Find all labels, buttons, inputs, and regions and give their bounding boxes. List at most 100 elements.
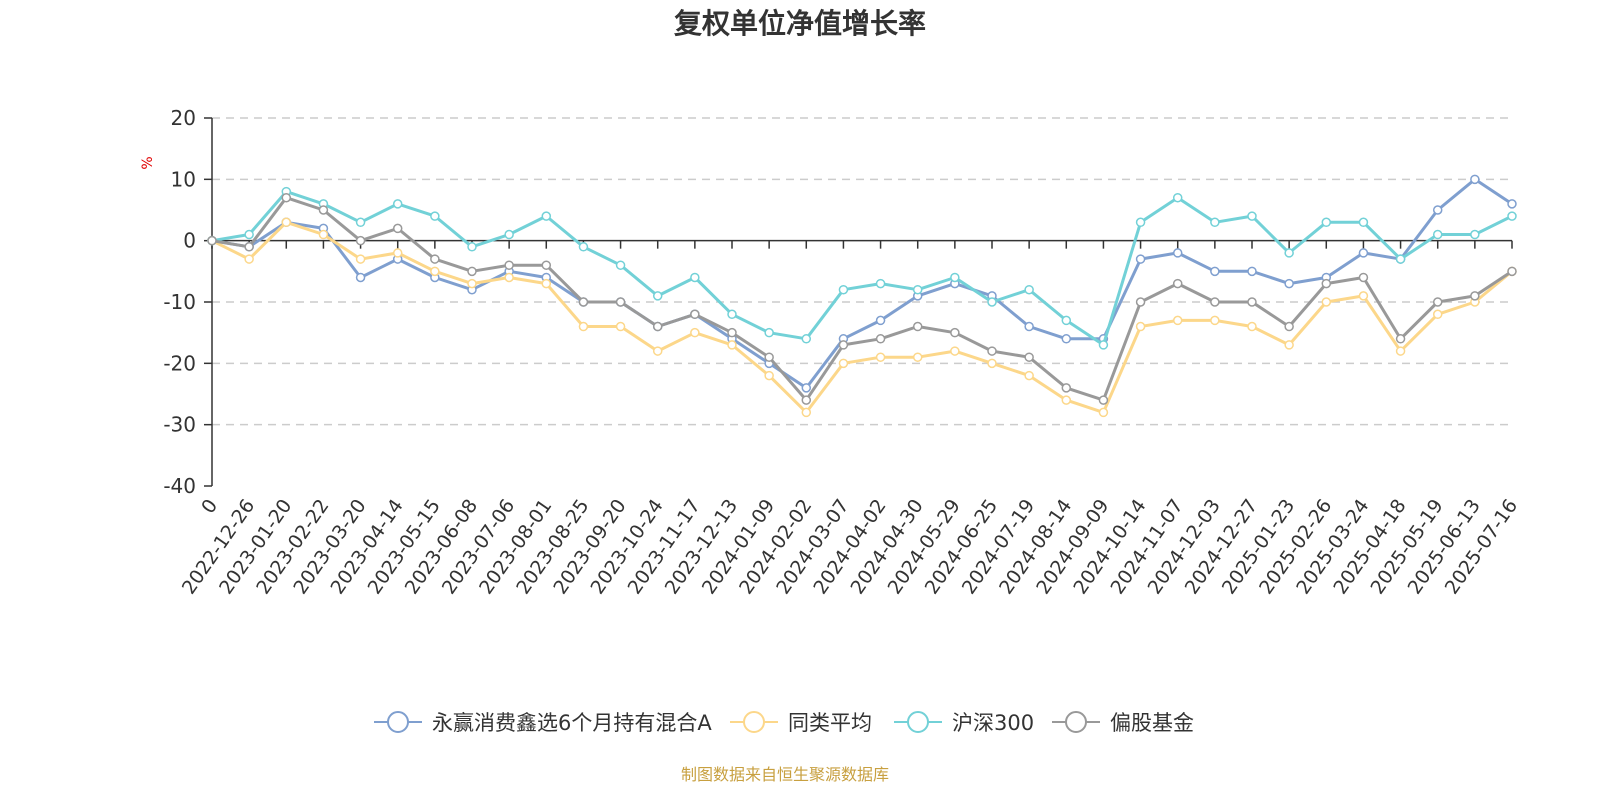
data-point [1210, 315, 1220, 326]
data-point [801, 383, 812, 393]
data-point [912, 352, 923, 362]
data-point [1432, 297, 1443, 307]
data-point [504, 260, 514, 270]
axes [204, 117, 1513, 487]
data-point [950, 327, 960, 338]
data-point [950, 272, 960, 283]
legend-item[interactable]: 偏股基金 [1052, 711, 1194, 735]
data-point [1210, 217, 1220, 228]
data-point [504, 229, 514, 240]
data-point [1395, 254, 1406, 264]
data-point [838, 340, 849, 350]
legend-marker [387, 711, 409, 733]
data-point [578, 321, 589, 332]
data-point [875, 334, 886, 344]
series-lines [207, 174, 1517, 418]
data-point [1321, 297, 1332, 307]
data-point [875, 315, 886, 326]
data-point [1247, 321, 1257, 332]
data-point [764, 327, 774, 338]
legend-marker [907, 711, 929, 733]
data-point [578, 242, 589, 252]
data-point [578, 297, 589, 307]
data-point [392, 199, 403, 209]
legend-label: 沪深300 [952, 711, 1034, 735]
data-point [541, 278, 552, 289]
data-point [615, 297, 626, 307]
data-point [912, 321, 923, 332]
data-point [467, 266, 477, 277]
data-point [1061, 383, 1072, 393]
data-point [690, 309, 700, 320]
data-point [1172, 192, 1183, 203]
data-point [1358, 272, 1369, 283]
data-point [1024, 321, 1034, 332]
data-point [1172, 278, 1183, 289]
data-point [838, 284, 849, 295]
data-point [801, 395, 812, 405]
data-point [1470, 174, 1480, 185]
data-point [244, 242, 254, 252]
data-point [467, 242, 477, 252]
data-point [1470, 291, 1480, 301]
data-point [244, 254, 254, 264]
data-point [1432, 229, 1443, 240]
data-point [1395, 334, 1406, 344]
data-point [504, 272, 514, 283]
legend[interactable]: 永赢消费鑫选6个月持有混合A 同类平均 沪深300 偏股基金 [374, 711, 1194, 735]
data-point [1321, 217, 1332, 228]
data-point [1061, 334, 1072, 344]
data-point [1358, 291, 1369, 301]
data-point [652, 346, 663, 356]
data-point [467, 278, 477, 289]
data-point [615, 260, 626, 270]
data-point [430, 266, 440, 277]
data-point [392, 223, 403, 234]
data-point [1470, 229, 1480, 240]
series-line-1 [211, 220, 1513, 414]
data-point [1284, 248, 1294, 258]
legend-marker [743, 711, 765, 733]
source-note: 制图数据来自恒生聚源数据库 [681, 765, 889, 784]
data-point [244, 229, 254, 240]
data-point [727, 309, 737, 320]
data-point [1284, 278, 1294, 289]
data-point [392, 248, 403, 258]
data-point [1247, 266, 1257, 277]
data-point [355, 254, 366, 264]
data-point [1098, 340, 1109, 350]
data-point [430, 211, 440, 221]
y-tick-label: -40 [163, 474, 196, 498]
data-point [1024, 284, 1034, 295]
data-point [1210, 297, 1220, 307]
data-point [1395, 346, 1406, 356]
data-point [1135, 217, 1146, 228]
legend-item[interactable]: 沪深300 [894, 711, 1034, 735]
series-line-3 [211, 196, 1513, 402]
data-point [207, 235, 217, 246]
legend-label: 同类平均 [788, 711, 872, 735]
data-point [1507, 211, 1517, 221]
data-point [727, 340, 737, 350]
data-point [1284, 340, 1294, 350]
legend-item[interactable]: 永赢消费鑫选6个月持有混合A [374, 711, 712, 735]
data-point [764, 352, 774, 362]
data-point [1247, 297, 1257, 307]
data-point [1098, 407, 1109, 418]
legend-item[interactable]: 同类平均 [730, 711, 872, 735]
data-point [801, 334, 812, 344]
data-point [727, 327, 737, 338]
data-point [801, 407, 812, 418]
chart-title: 复权单位净值增长率 [674, 7, 926, 40]
data-point [875, 278, 886, 289]
data-point [690, 272, 700, 283]
series-line-0 [211, 177, 1513, 390]
data-point [615, 321, 626, 332]
data-point [875, 352, 886, 362]
legend-label: 永赢消费鑫选6个月持有混合A [432, 711, 712, 735]
data-point [1432, 205, 1443, 215]
data-point [430, 254, 440, 264]
legend-marker [1065, 711, 1087, 733]
data-point [1135, 297, 1146, 307]
